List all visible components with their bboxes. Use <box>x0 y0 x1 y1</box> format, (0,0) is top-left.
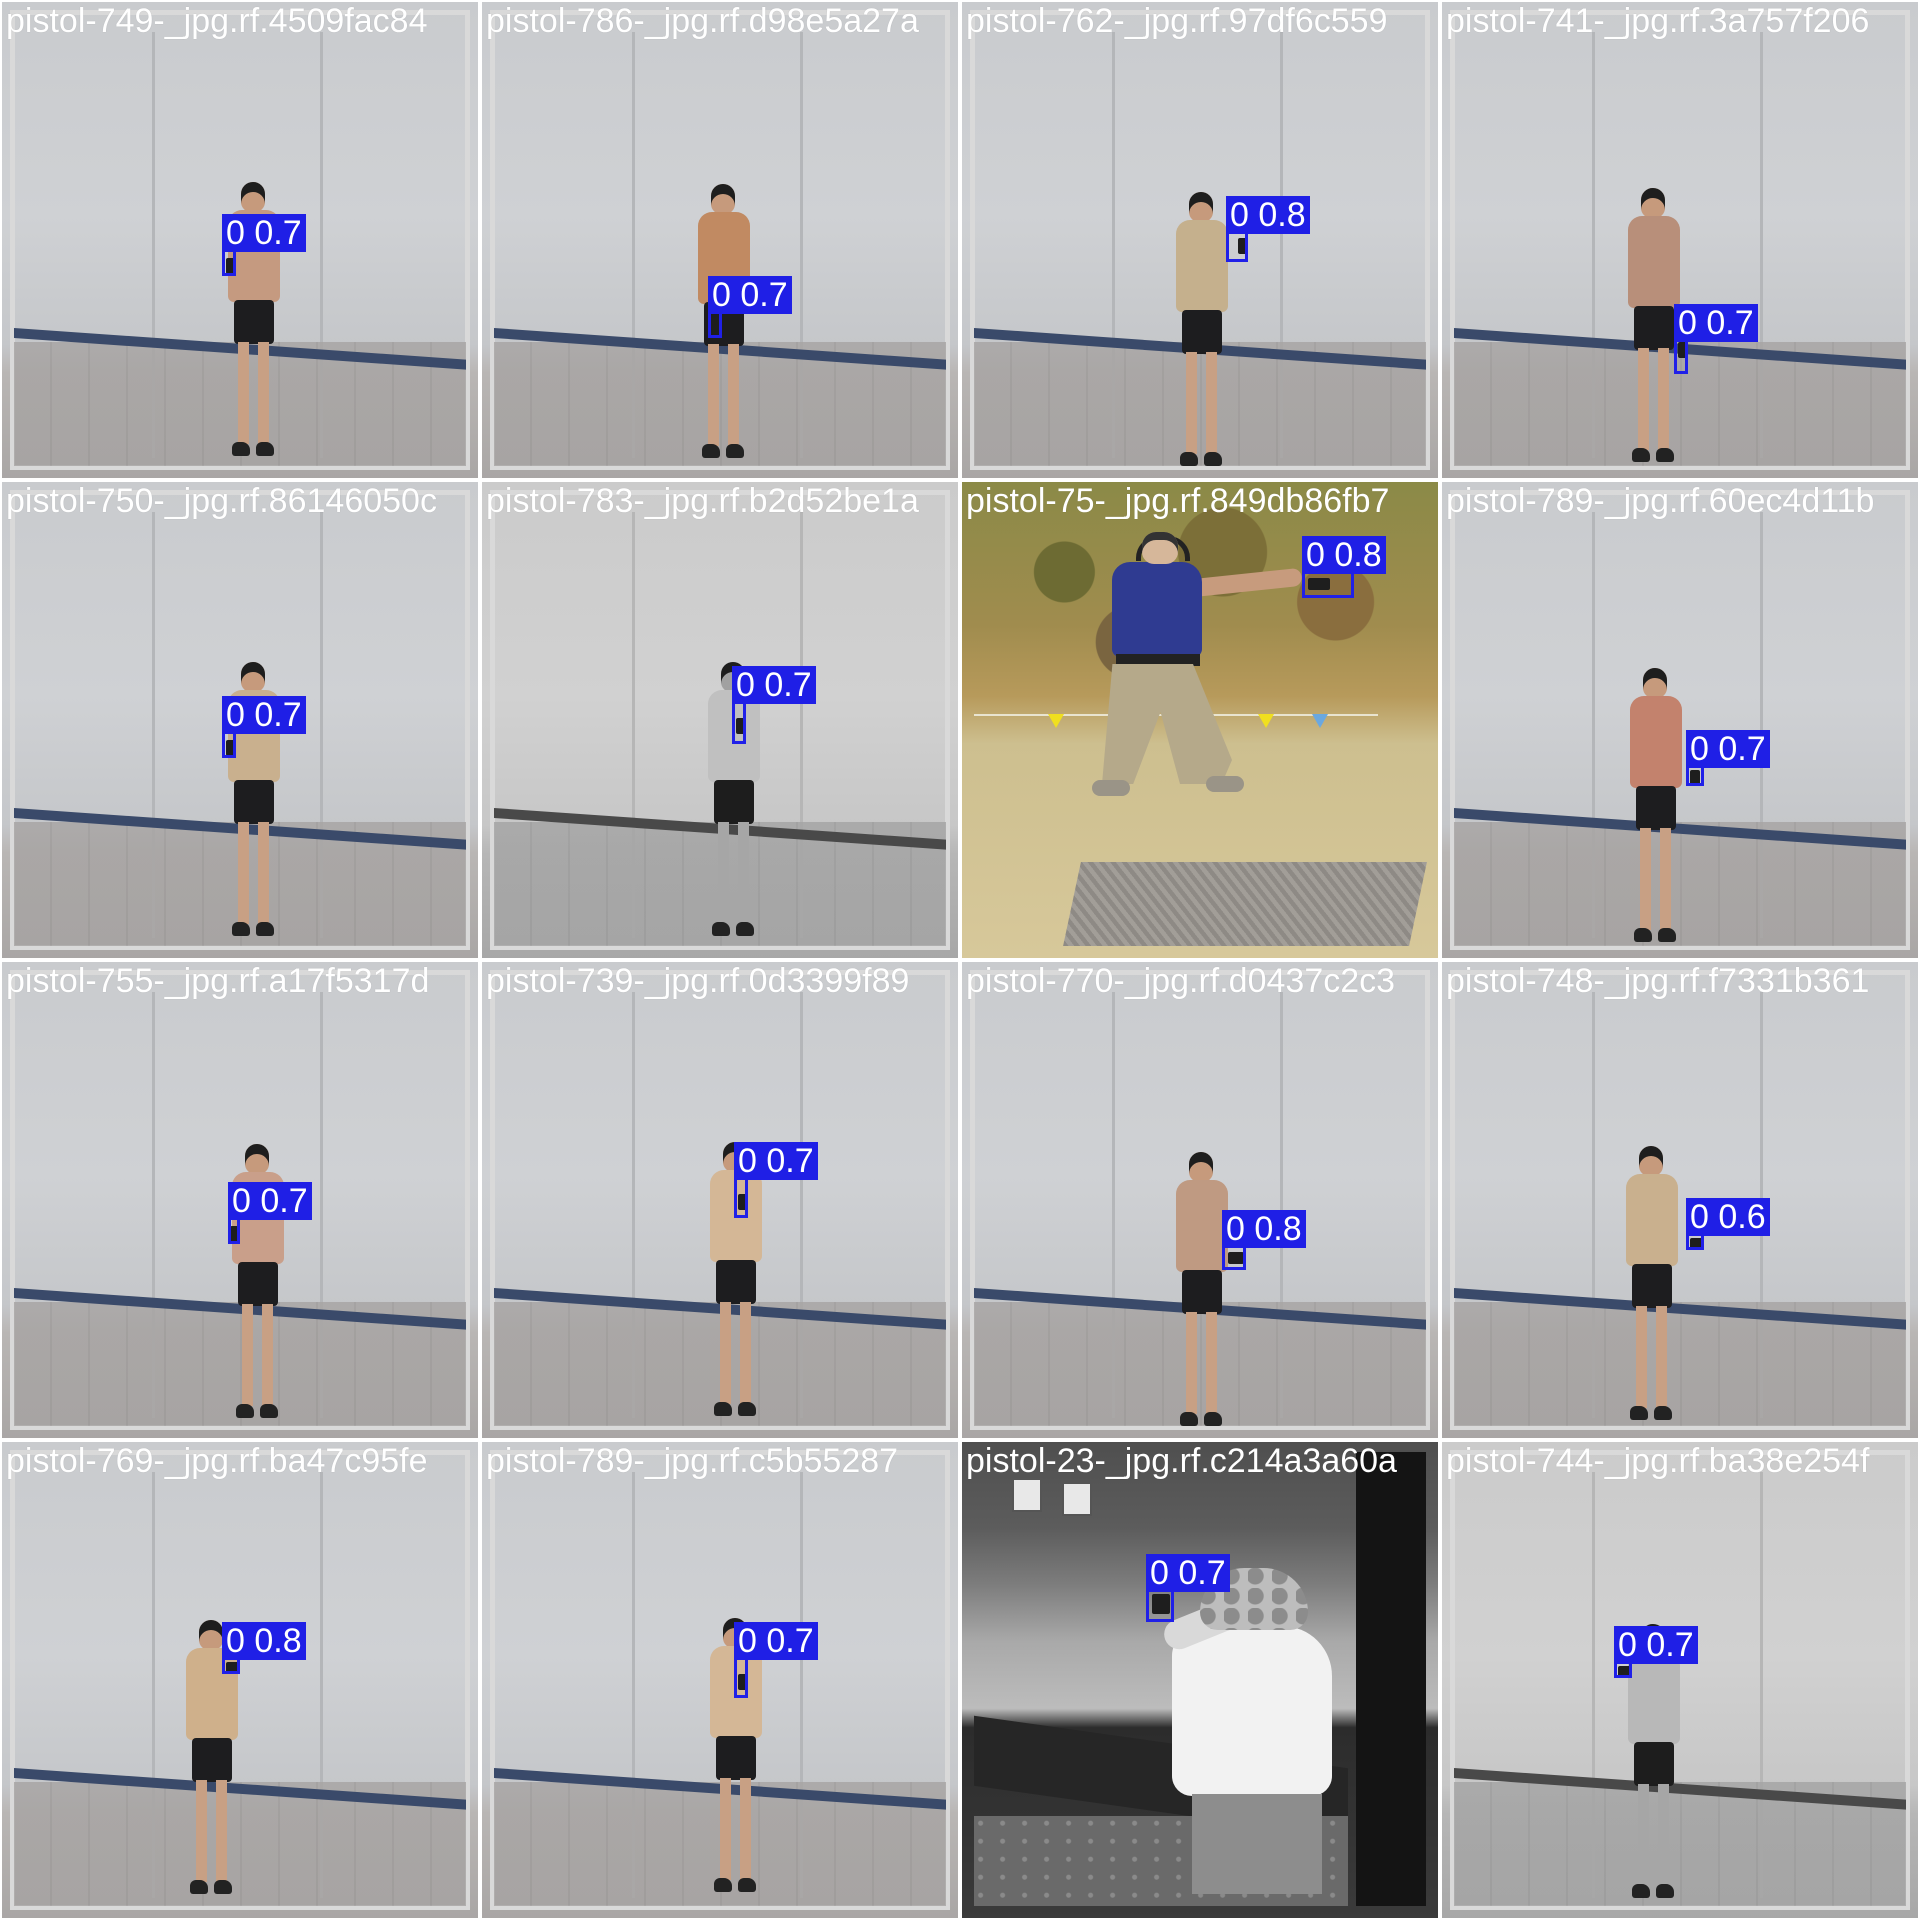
pistol <box>1690 770 1700 786</box>
tile-filename: pistol-739-_jpg.rf.0d3399f89 <box>486 962 910 1000</box>
detection-box <box>734 1656 748 1698</box>
tile-filename: pistol-783-_jpg.rf.b2d52be1a <box>486 482 919 520</box>
pistol <box>226 740 236 756</box>
person <box>1622 1146 1682 1426</box>
detection-label: 0 0.7 <box>222 214 306 252</box>
person <box>1172 1152 1232 1432</box>
pistol <box>710 318 720 334</box>
tile-13[interactable]: 0 0.8 pistol-769-_jpg.rf.ba47c95fe <box>0 1440 480 1920</box>
tile-7[interactable]: 0 0.8 pistol-75-_jpg.rf.849db86fb7 <box>960 480 1440 960</box>
tile-filename: pistol-744-_jpg.rf.ba38e254f <box>1446 1442 1870 1480</box>
pistol <box>738 1674 748 1690</box>
detection-label: 0 0.8 <box>1222 1210 1306 1248</box>
tile-filename: pistol-762-_jpg.rf.97df6c559 <box>966 2 1388 40</box>
detection-label: 0 0.7 <box>708 276 792 314</box>
pistol <box>1678 342 1688 358</box>
tile-filename: pistol-789-_jpg.rf.60ec4d11b <box>1446 482 1875 520</box>
person <box>1626 668 1686 948</box>
person <box>1624 188 1684 468</box>
pistol <box>1228 1252 1244 1264</box>
detection-label: 0 0.7 <box>1146 1554 1230 1592</box>
tile-photo <box>482 962 958 1438</box>
detection-label: 0 0.8 <box>1226 196 1310 234</box>
detection-label: 0 0.7 <box>1686 730 1770 768</box>
tile-photo <box>482 1442 958 1918</box>
tile-filename: pistol-769-_jpg.rf.ba47c95fe <box>6 1442 428 1480</box>
detection-box <box>734 1176 748 1218</box>
pistol <box>1238 238 1248 254</box>
detection-box <box>1674 338 1688 374</box>
detection-label: 0 0.7 <box>732 666 816 704</box>
tile-photo <box>962 2 1438 478</box>
pistol <box>1308 578 1330 590</box>
detection-box <box>1146 1588 1174 1622</box>
tile-3[interactable]: 0 0.8 pistol-762-_jpg.rf.97df6c559 <box>960 0 1440 480</box>
pistol <box>736 718 746 734</box>
pistol <box>1152 1594 1170 1614</box>
shooter <box>1072 512 1312 812</box>
detection-box <box>222 730 236 758</box>
tile-6[interactable]: 0 0.7 pistol-783-_jpg.rf.b2d52be1a <box>480 480 960 960</box>
detection-box <box>1302 570 1354 598</box>
person <box>1624 1624 1684 1904</box>
detection-label: 0 0.7 <box>1674 304 1758 342</box>
tile-photo <box>482 2 958 478</box>
tile-8[interactable]: 0 0.7 pistol-789-_jpg.rf.60ec4d11b <box>1440 480 1920 960</box>
tile-filename: pistol-755-_jpg.rf.a17f5317d <box>6 962 430 1000</box>
tile-photo <box>1442 2 1918 478</box>
detection-box <box>228 1216 240 1244</box>
tile-photo <box>2 1442 478 1918</box>
detection-label: 0 0.7 <box>228 1182 312 1220</box>
tile-16[interactable]: 0 0.7 pistol-744-_jpg.rf.ba38e254f <box>1440 1440 1920 1920</box>
detection-label: 0 0.7 <box>734 1142 818 1180</box>
tile-filename: pistol-748-_jpg.rf.f7331b361 <box>1446 962 1870 1000</box>
detection-label: 0 0.7 <box>222 696 306 734</box>
detection-box <box>732 700 746 744</box>
tile-filename: pistol-789-_jpg.rf.c5b55287 <box>486 1442 899 1480</box>
tile-photo <box>1442 482 1918 958</box>
person <box>1172 192 1232 472</box>
tile-12[interactable]: 0 0.6 pistol-748-_jpg.rf.f7331b361 <box>1440 960 1920 1440</box>
shooter <box>1159 1568 1342 1898</box>
tile-filename: pistol-75-_jpg.rf.849db86fb7 <box>966 482 1390 520</box>
tile-photo <box>962 1442 1438 1918</box>
tile-photo <box>962 962 1438 1438</box>
person <box>694 184 754 464</box>
detection-label: 0 0.7 <box>734 1622 818 1660</box>
detection-box <box>1226 230 1248 262</box>
pistol <box>230 1226 240 1242</box>
detection-label: 0 0.8 <box>1302 536 1386 574</box>
detection-label: 0 0.7 <box>1614 1626 1698 1664</box>
tile-filename: pistol-750-_jpg.rf.86146050c <box>6 482 437 520</box>
tile-14[interactable]: 0 0.7 pistol-789-_jpg.rf.c5b55287 <box>480 1440 960 1920</box>
tile-filename: pistol-23-_jpg.rf.c214a3a60a <box>966 1442 1397 1480</box>
pistol <box>226 258 236 274</box>
detection-label: 0 0.8 <box>222 1622 306 1660</box>
tile-9[interactable]: 0 0.7 pistol-755-_jpg.rf.a17f5317d <box>0 960 480 1440</box>
tile-11[interactable]: 0 0.8 pistol-770-_jpg.rf.d0437c2c3 <box>960 960 1440 1440</box>
tile-15[interactable]: 0 0.7 pistol-23-_jpg.rf.c214a3a60a <box>960 1440 1440 1920</box>
tile-photo <box>1442 1442 1918 1918</box>
detection-box <box>708 310 722 338</box>
tile-5[interactable]: 0 0.7 pistol-750-_jpg.rf.86146050c <box>0 480 480 960</box>
tile-photo <box>1442 962 1918 1438</box>
tile-1[interactable]: 0 0.7 pistol-749-_jpg.rf.4509fac84 <box>0 0 480 480</box>
tile-4[interactable]: 0 0.7 pistol-741-_jpg.rf.3a757f206 <box>1440 0 1920 480</box>
tile-filename: pistol-741-_jpg.rf.3a757f206 <box>1446 2 1870 40</box>
tile-filename: pistol-749-_jpg.rf.4509fac84 <box>6 2 428 40</box>
tile-10[interactable]: 0 0.7 pistol-739-_jpg.rf.0d3399f89 <box>480 960 960 1440</box>
tile-photo <box>482 482 958 958</box>
tile-2[interactable]: 0 0.7 pistol-786-_jpg.rf.d98e5a27a <box>480 0 960 480</box>
tile-filename: pistol-770-_jpg.rf.d0437c2c3 <box>966 962 1396 1000</box>
detection-box <box>222 248 236 276</box>
pistol <box>738 1194 748 1210</box>
tile-filename: pistol-786-_jpg.rf.d98e5a27a <box>486 2 919 40</box>
detection-label: 0 0.6 <box>1686 1198 1770 1236</box>
